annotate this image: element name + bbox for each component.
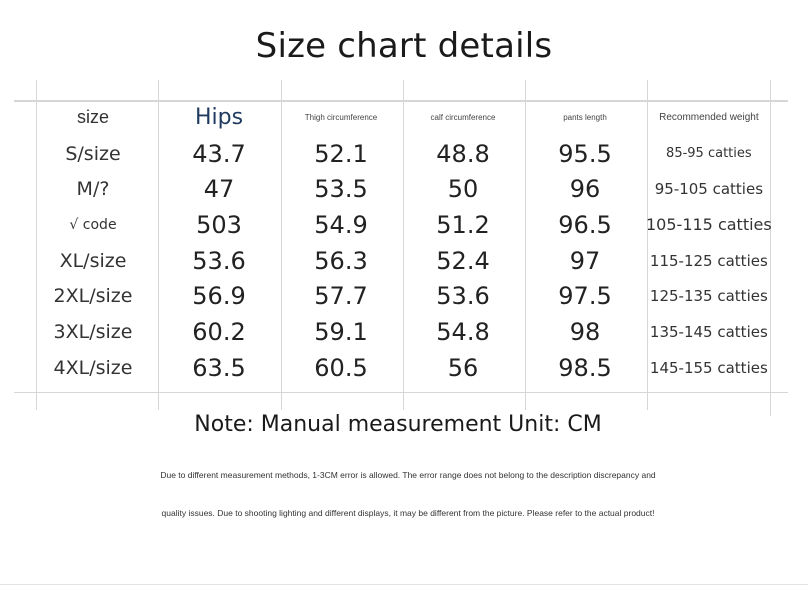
column-divider [403,80,404,410]
table-row: 2XL/size 56.9 57.7 53.6 97.5 125-135 cat… [28,278,772,314]
column-divider [525,80,526,410]
size-cell: 3XL/size [53,320,133,343]
measurement-note: Note: Manual measurement Unit: CM [194,412,602,437]
hips-cell: 53.6 [192,246,246,275]
calf-cell: 53.6 [436,282,490,311]
pants-length-cell: 97 [569,246,601,275]
weight-cell: 125-135 catties [649,287,768,306]
hips-cell: 56.9 [192,282,246,311]
size-cell: 2XL/size [53,285,133,308]
hips-cell: 60.2 [192,317,246,346]
table-row: M/? 47 53.5 50 96 95-105 catties [28,171,772,207]
bottom-divider [0,584,808,585]
weight-cell: 145-155 catties [649,358,768,377]
header-thigh: Thigh circumference [304,113,378,123]
calf-cell: 51.2 [436,210,490,239]
thigh-cell: 56.3 [314,246,368,275]
size-chart-table: size Hips Thigh circumference calf circu… [28,100,772,386]
table-bottom-rule [14,392,788,393]
column-divider [281,80,282,410]
pants-length-cell: 97.5 [558,282,612,311]
thigh-cell: 52.1 [314,139,368,168]
weight-cell: 85-95 catties [666,146,752,162]
pants-length-cell: 98.5 [558,353,612,382]
header-pants-length: pants length [563,113,607,123]
hips-cell: 47 [203,175,235,204]
pants-length-cell: 98 [569,317,601,346]
hips-cell: 43.7 [192,139,246,168]
pants-length-cell: 96.5 [558,210,612,239]
calf-cell: 52.4 [436,246,490,275]
calf-cell: 56 [447,353,479,382]
header-calf: calf circumference [430,113,496,123]
thigh-cell: 57.7 [314,282,368,311]
table-row: 3XL/size 60.2 59.1 54.8 98 135-145 catti… [28,314,772,350]
calf-cell: 54.8 [436,317,490,346]
hips-cell: 63.5 [192,353,246,382]
hips-cell: 503 [196,210,242,239]
disclaimer-line-2: quality issues. Due to shooting lighting… [161,508,655,518]
table-row: √ code 503 54.9 51.2 96.5 105-115 cattie… [28,207,772,243]
table-top-rule [14,100,788,102]
calf-cell: 48.8 [436,139,490,168]
pants-length-cell: 96 [569,175,601,204]
weight-cell: 135-145 catties [649,322,768,341]
size-cell: 4XL/size [53,356,133,379]
header-hips: Hips [194,105,244,131]
weight-cell: 105-115 catties [646,215,772,235]
disclaimer-line-1: Due to different measurement methods, 1-… [160,470,656,480]
size-cell: S/size [65,142,121,165]
weight-cell: 115-125 catties [649,251,768,270]
chart-title: Size chart details [255,26,553,66]
header-size: size [76,107,109,128]
size-cell: XL/size [59,249,127,272]
header-recommended-weight: Recommended weight [659,112,759,124]
column-divider [770,80,771,416]
table-header-row: size Hips Thigh circumference calf circu… [28,100,772,136]
column-divider [647,80,648,410]
thigh-cell: 59.1 [314,317,368,346]
pants-length-cell: 95.5 [558,139,612,168]
thigh-cell: 53.5 [314,175,368,204]
calf-cell: 50 [447,175,479,204]
table-row: S/size 43.7 52.1 48.8 95.5 85-95 catties [28,136,772,172]
column-divider [36,80,37,410]
thigh-cell: 54.9 [314,210,368,239]
thigh-cell: 60.5 [314,353,368,382]
table-row: XL/size 53.6 56.3 52.4 97 115-125 cattie… [28,243,772,279]
weight-cell: 95-105 catties [654,180,764,199]
size-cell: M/? [76,178,110,201]
table-row: 4XL/size 63.5 60.5 56 98.5 145-155 catti… [28,350,772,386]
size-cell: √ code [69,216,117,233]
column-divider [158,80,159,410]
